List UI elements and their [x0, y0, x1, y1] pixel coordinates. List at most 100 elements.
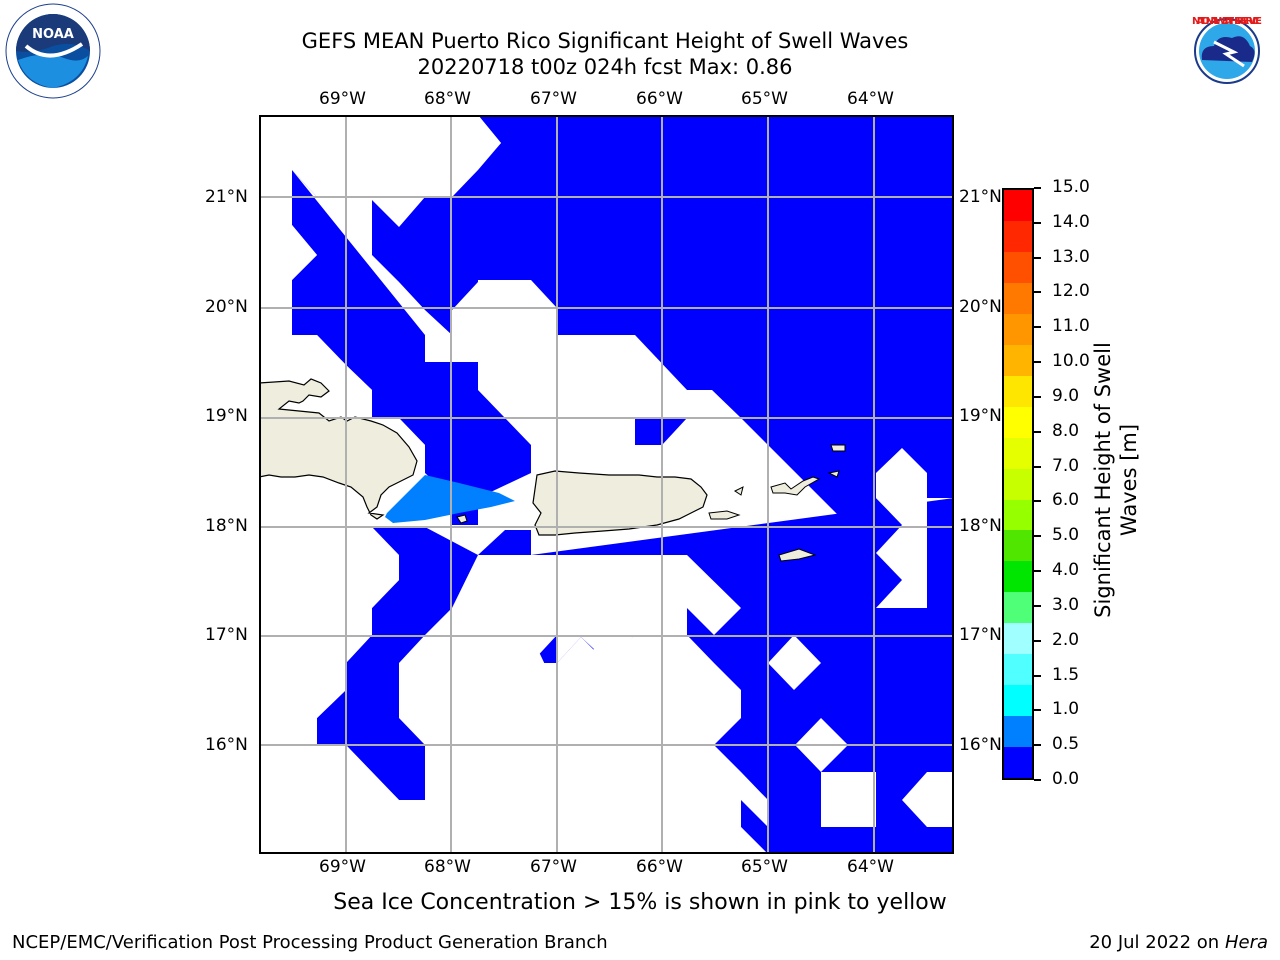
colorbar-tick-mark [1034, 605, 1041, 607]
lon-bottom-69: 69°W [319, 857, 366, 877]
lon-bottom-66: 66°W [636, 857, 683, 877]
land-puerto-rico [532, 470, 708, 536]
mask-4 [399, 555, 531, 745]
colorbar-tick-label: 15.0 [1052, 177, 1090, 197]
mask-8 [821, 772, 876, 827]
colorbar-swatch [1004, 747, 1032, 779]
nws-logo-text: NATIONAL WEATHER SERVICE [1192, 16, 1262, 27]
colorbar-ticks: 15.0 14.0 13.0 12.0 11.0 10.0 9.0 8.0 7.0 6.0 5.0 4… [1034, 177, 1094, 789]
colorbar-tick-mark [1034, 396, 1041, 398]
lat-left-19: 19°N [205, 406, 248, 426]
colorbar-label-line1: Significant Height of Swell [1091, 342, 1115, 618]
colorbar-tick-mark [1034, 709, 1041, 711]
mask-10 [741, 800, 768, 827]
colorbar-tick-mark [1034, 222, 1041, 224]
lon-top-69: 69°W [319, 89, 366, 109]
lat-left-16: 16°N [205, 735, 248, 755]
lon-bottom-67: 67°W [530, 857, 577, 877]
colorbar-tick-label: 7.0 [1052, 456, 1080, 476]
colorbar-tick-mark [1034, 466, 1041, 468]
colorbar-tick-mark [1034, 500, 1041, 502]
land-islet-vieques [708, 510, 741, 520]
colorbar [1002, 188, 1034, 780]
colorbar-swatch [1004, 313, 1032, 345]
lat-right-20: 20°N [959, 297, 1002, 317]
colorbar-tick-label: 3.0 [1052, 595, 1080, 615]
footer-host: Hera [1224, 932, 1268, 953]
lat-left-18: 18°N [205, 516, 248, 536]
colorbar-swatches [1004, 190, 1032, 779]
colorbar-tick-label: 11.0 [1052, 316, 1090, 336]
colorbar-tick-label: 6.0 [1052, 490, 1080, 510]
mask-9 [902, 772, 954, 827]
lon-bottom-68: 68°W [424, 857, 471, 877]
colorbar-tick-label: 2.0 [1052, 630, 1080, 650]
lon-top-67: 67°W [530, 89, 577, 109]
noaa-logo-text: NOAA [32, 27, 74, 42]
lat-right-19: 19°N [959, 406, 1002, 426]
chart-title-line2: 20220718 t00z 024h fcst Max: 0.86 [417, 55, 793, 79]
land-islet-bvi [770, 476, 821, 496]
colorbar-swatch [1004, 282, 1032, 314]
lon-bottom-64: 64°W [847, 857, 894, 877]
colorbar-swatch [1004, 220, 1032, 252]
land-hispaniola [258, 378, 418, 520]
mask-11 [876, 470, 927, 608]
colorbar-swatch [1004, 685, 1032, 717]
colorbar-swatch [1004, 468, 1032, 500]
map-svg [258, 115, 954, 854]
colorbar-tick-mark [1034, 326, 1041, 328]
colorbar-tick-mark [1034, 744, 1041, 746]
colorbar-swatch [1004, 592, 1032, 624]
colorbar-swatch [1004, 344, 1032, 376]
colorbar-tick-mark [1034, 779, 1041, 781]
mask-south-west [259, 527, 425, 854]
lon-top-68: 68°W [424, 89, 471, 109]
colorbar-tick-mark [1034, 257, 1041, 259]
colorbar-swatch [1004, 654, 1032, 686]
lat-right-16: 16°N [959, 735, 1002, 755]
mask-2 [531, 335, 687, 473]
colorbar-tick-label: 12.0 [1052, 281, 1090, 301]
colorbar-tick-label: 8.0 [1052, 421, 1080, 441]
land-islet-anegada [827, 470, 840, 478]
sea-ice-note: Sea Ice Concentration > 15% is shown in … [333, 890, 947, 915]
colorbar-tick-mark [1034, 535, 1041, 537]
colorbar-swatch [1004, 623, 1032, 655]
lon-top-66: 66°W [636, 89, 683, 109]
colorbar-tick-label: 14.0 [1052, 212, 1090, 232]
colorbar-tick-label: 5.0 [1052, 525, 1080, 545]
colorbar-tick-label: 0.5 [1052, 734, 1080, 754]
chart-title-line1: GEFS MEAN Puerto Rico Significant Height… [301, 29, 909, 53]
colorbar-swatch [1004, 499, 1032, 531]
footer-right: 20 Jul 2022 on Hera [1089, 932, 1268, 953]
lat-right-18: 18°N [959, 516, 1002, 536]
map-gridlines [259, 115, 954, 854]
colorbar-swatch [1004, 437, 1032, 469]
colorbar-tick-label: 4.0 [1052, 560, 1080, 580]
footer-date: 20 Jul 2022 on [1089, 932, 1225, 953]
lon-top-65: 65°W [741, 89, 788, 109]
land-islet-st-croix [778, 548, 817, 562]
mask-6 [768, 635, 821, 690]
lat-left-17: 17°N [205, 625, 248, 645]
land-islet-1 [456, 514, 468, 524]
colorbar-tick-mark [1034, 640, 1041, 642]
colorbar-swatch [1004, 561, 1032, 593]
colorbar-swatch [1004, 190, 1032, 221]
swell-field-west [292, 170, 531, 525]
colorbar-tick-label: 13.0 [1052, 247, 1090, 267]
colorbar-swatch [1004, 530, 1032, 562]
colorbar-swatch [1004, 251, 1032, 283]
noaa-logo: NOAA [4, 2, 102, 100]
nws-logo: NATIONAL WEATHER SERVICE [1178, 2, 1276, 100]
colorbar-swatch [1004, 406, 1032, 438]
footer-left: NCEP/EMC/Verification Post Processing Pr… [12, 932, 608, 953]
colorbar-swatch [1004, 375, 1032, 407]
mask-south [425, 635, 768, 854]
lon-bottom-65: 65°W [741, 857, 788, 877]
colorbar-tick-mark [1034, 431, 1041, 433]
colorbar-tick-mark [1034, 675, 1041, 677]
colorbar-tick-label: 9.0 [1052, 386, 1080, 406]
land-islet-2 [734, 486, 744, 496]
